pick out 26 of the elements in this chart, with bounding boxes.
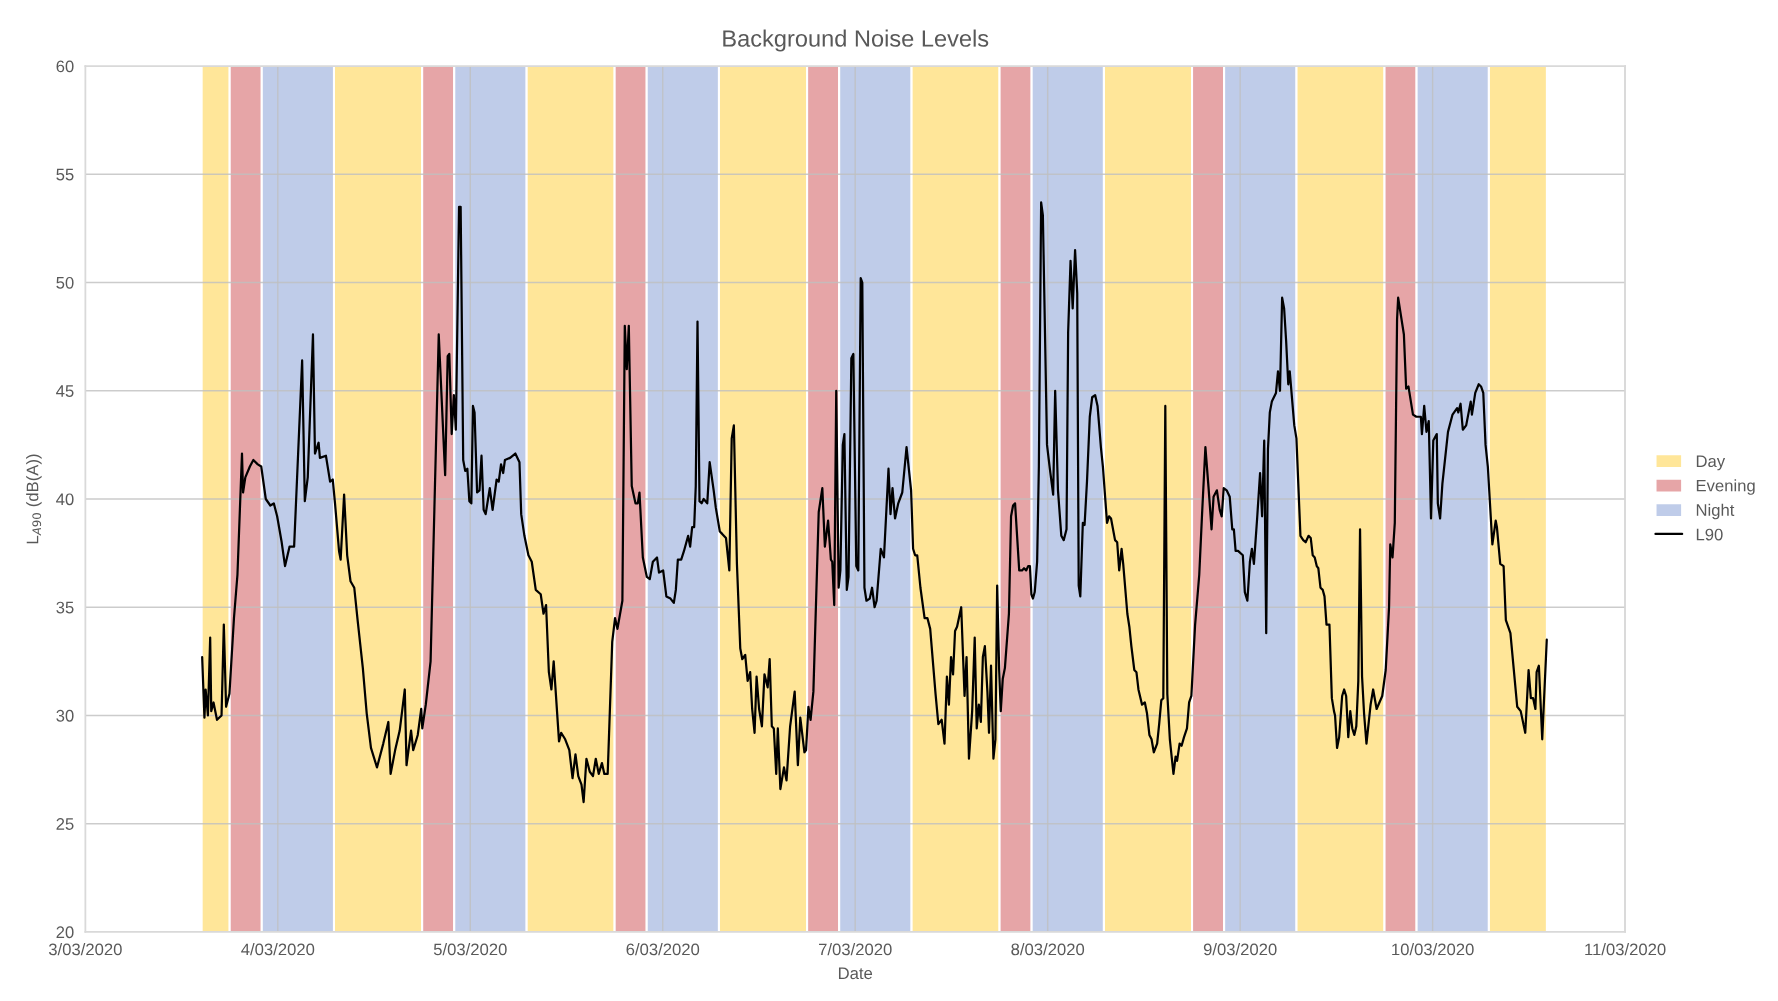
- x-tick-label: 9/03/2020: [1203, 943, 1277, 956]
- x-tick-label: 11/03/2020: [1585, 943, 1666, 956]
- legend-label: L90: [1696, 528, 1723, 541]
- x-tick-label: 4/03/2020: [241, 943, 315, 956]
- y-tick-label: 35: [56, 601, 74, 614]
- y-tick-label: 55: [56, 168, 74, 181]
- x-tick-label: 3/03/2020: [48, 943, 122, 956]
- chart-title: Background Noise Levels: [723, 29, 989, 52]
- y-tick-label: 45: [56, 385, 74, 397]
- x-tick-label: 7/03/2020: [819, 943, 892, 956]
- x-axis-title: Date: [838, 967, 873, 980]
- y-tick-label: 60: [56, 60, 74, 73]
- legend-label: Day: [1696, 455, 1726, 471]
- x-tick-label: 8/03/2020: [1011, 943, 1085, 956]
- line-series: [201, 201, 1548, 804]
- x-tick-label: 6/03/2020: [626, 943, 700, 956]
- y-axis-title: L$_{A90}$ (dB(A)): [26, 454, 42, 544]
- y-tick-label: 40: [56, 493, 74, 506]
- y-tick-label: 50: [56, 276, 74, 289]
- y-tick-label: 25: [56, 818, 74, 830]
- legend-label: Evening: [1696, 479, 1755, 495]
- y-tick-label: 20: [56, 926, 74, 939]
- y-tick-label: 30: [56, 709, 74, 722]
- legend-label: Night: [1696, 503, 1735, 520]
- x-tick-label: 5/03/2020: [433, 943, 507, 956]
- x-tick-label: 10/03/2020: [1392, 943, 1474, 956]
